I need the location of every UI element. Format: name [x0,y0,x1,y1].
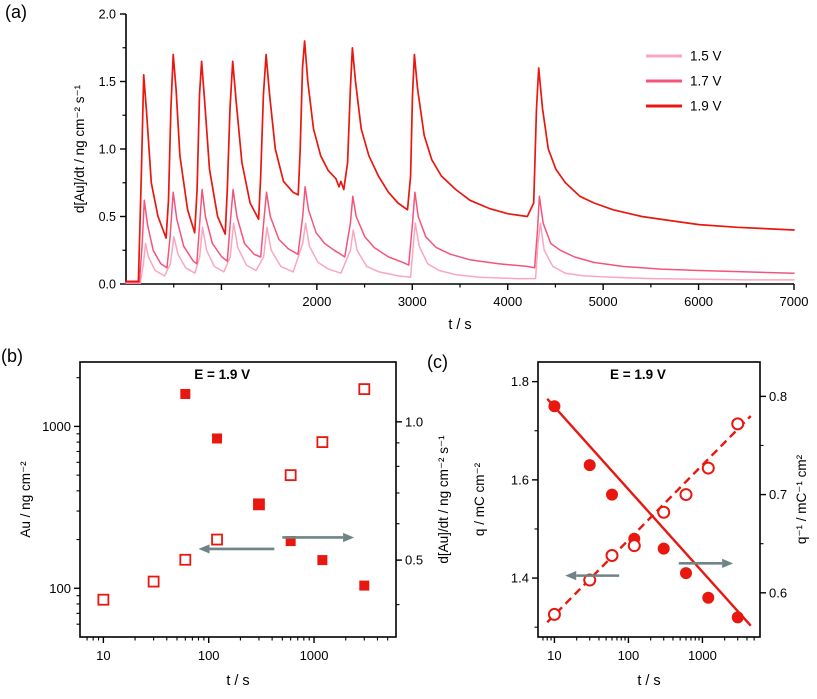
x-tick-label: 1000 [300,648,329,663]
panel-a-plot: 0.0 0.5 1.0 1.5 2.0 2000 3000 4000 5000 6000 7000 t… [72,8,808,334]
y-axis-label-right: d[Au]/dt / ng cm⁻² s⁻¹ [436,435,451,564]
x-tick-label: 10 [96,648,110,663]
data-point-circle-filled [548,400,561,413]
x-tick-label: 5000 [589,294,618,309]
y-tick-label-right: 0.6 [769,585,787,600]
legend-entry: 1.9 V [646,99,722,114]
data-point-square-open [147,575,160,588]
data-point-circle-filled [680,567,692,580]
y-axis-label-right: q⁻¹ / mC⁻¹ cm² [794,454,809,544]
x-axis-label: t / s [448,317,471,333]
x-tick-label: 3000 [398,294,427,309]
data-point-square-open [284,469,297,482]
data-point-circle-open [679,488,693,502]
x-tick-label: 100 [198,648,220,663]
trend-line-dashed [546,415,752,624]
x-axis-label: t / s [637,673,660,689]
series-line-1-5-V [125,222,795,285]
panel-label-c: (c) [427,352,448,372]
data-point-circle-open [701,461,715,475]
y-tick-label-right: 0.8 [769,389,787,404]
data-point-square-filled [317,555,328,566]
y-tick-label: 1.0 [99,143,116,157]
y-tick-label: 0.0 [99,278,116,292]
data-point-square-open [316,436,329,448]
data-point-circle-open [605,548,619,562]
x-tick-label: 4000 [493,294,522,309]
data-point-square-filled [285,536,296,547]
data-point-square-filled [212,433,223,444]
axis-arrow [282,532,355,543]
panel-plot: 10 100 1000 100 1000 0.5 1.0 t / s Au / ng cm⁻² d… [18,361,451,689]
trend-line-solid [546,398,752,627]
data-point-circle-open [657,505,671,519]
legend-entry: 1.7 V [646,74,722,89]
panel-c-chart: 10 100 1000 1.4 1.6 1.8 0.6 0.7 0.8 t / s q / mC c… [472,361,809,689]
data-point-circle-open [731,417,745,431]
y-tick-label-left: 1.6 [511,472,529,487]
y-axis-label-left: Au / ng cm⁻² [18,461,33,538]
x-tick-label: 1000 [688,648,717,663]
x-tick-label: 100 [618,648,640,663]
y-tick-label-right: 0.5 [405,553,423,568]
data-point-square-open [179,553,192,566]
series-line-1-9-V [125,40,795,283]
y-tick-label-left: 1.8 [511,374,529,389]
legend-label: 1.5 V [690,49,722,64]
data-point-square-open [358,383,371,396]
x-tick-label: 7000 [780,294,809,309]
panel-a-chart: 0.0 0.5 1.0 1.5 2.0 2000 3000 4000 5000 6000 7000 t… [72,8,808,334]
data-point-square-filled [359,580,370,591]
legend-label: 1.7 V [690,74,722,89]
y-tick-label-left: 1000 [42,419,71,434]
y-tick-label: 2.0 [99,8,116,22]
y-tick-label: 0.5 [99,210,116,224]
x-axis-label: t / s [226,673,249,689]
y-tick-label-left: 1.4 [511,571,529,586]
data-point-circle-filled [657,542,670,555]
data-point-square-open [97,593,110,606]
legend-entry: 1.5 V [646,49,722,64]
potential-annotation: E = 1.9 V [194,367,250,382]
potential-annotation: E = 1.9 V [610,367,666,382]
y-tick-label: 1.5 [99,75,116,89]
axis-arrow [198,544,275,554]
y-tick-label-left: 100 [49,581,71,596]
data-point-square-open [211,533,223,546]
data-point-circle-filled [606,488,618,501]
series-line-1-7-V [125,186,795,284]
x-tick-label: 10 [547,648,561,663]
data-point-circle-filled [731,611,744,624]
axis-arrow [678,558,734,568]
panel-b-chart: 10 100 1000 100 1000 0.5 1.0 t / s Au / ng cm⁻² d… [18,361,451,689]
x-tick-label: 2000 [302,294,331,309]
data-point-circle-open [547,607,561,621]
panel-plot: 10 100 1000 1.4 1.6 1.8 0.6 0.7 0.8 t / s q / mC c… [472,361,809,689]
data-point-circle-filled [702,591,715,604]
x-tick-label: 6000 [684,294,713,309]
y-axis-label-left: q / mC cm⁻² [472,462,487,536]
data-point-circle-filled [583,459,596,472]
axis-arrow [565,571,620,581]
legend-label: 1.9 V [690,99,722,114]
y-tick-label-right: 1.0 [405,414,423,429]
y-axis-label: d[Au]/dt / ng cm⁻² s⁻¹ [72,84,87,213]
data-point-square-filled [180,388,191,399]
y-tick-label-right: 0.7 [769,487,787,502]
data-point-square-filled [253,499,264,510]
panel-label-a: (a) [5,2,27,22]
data-point-circle-open [627,539,641,553]
panel-label-b: (b) [1,346,23,366]
